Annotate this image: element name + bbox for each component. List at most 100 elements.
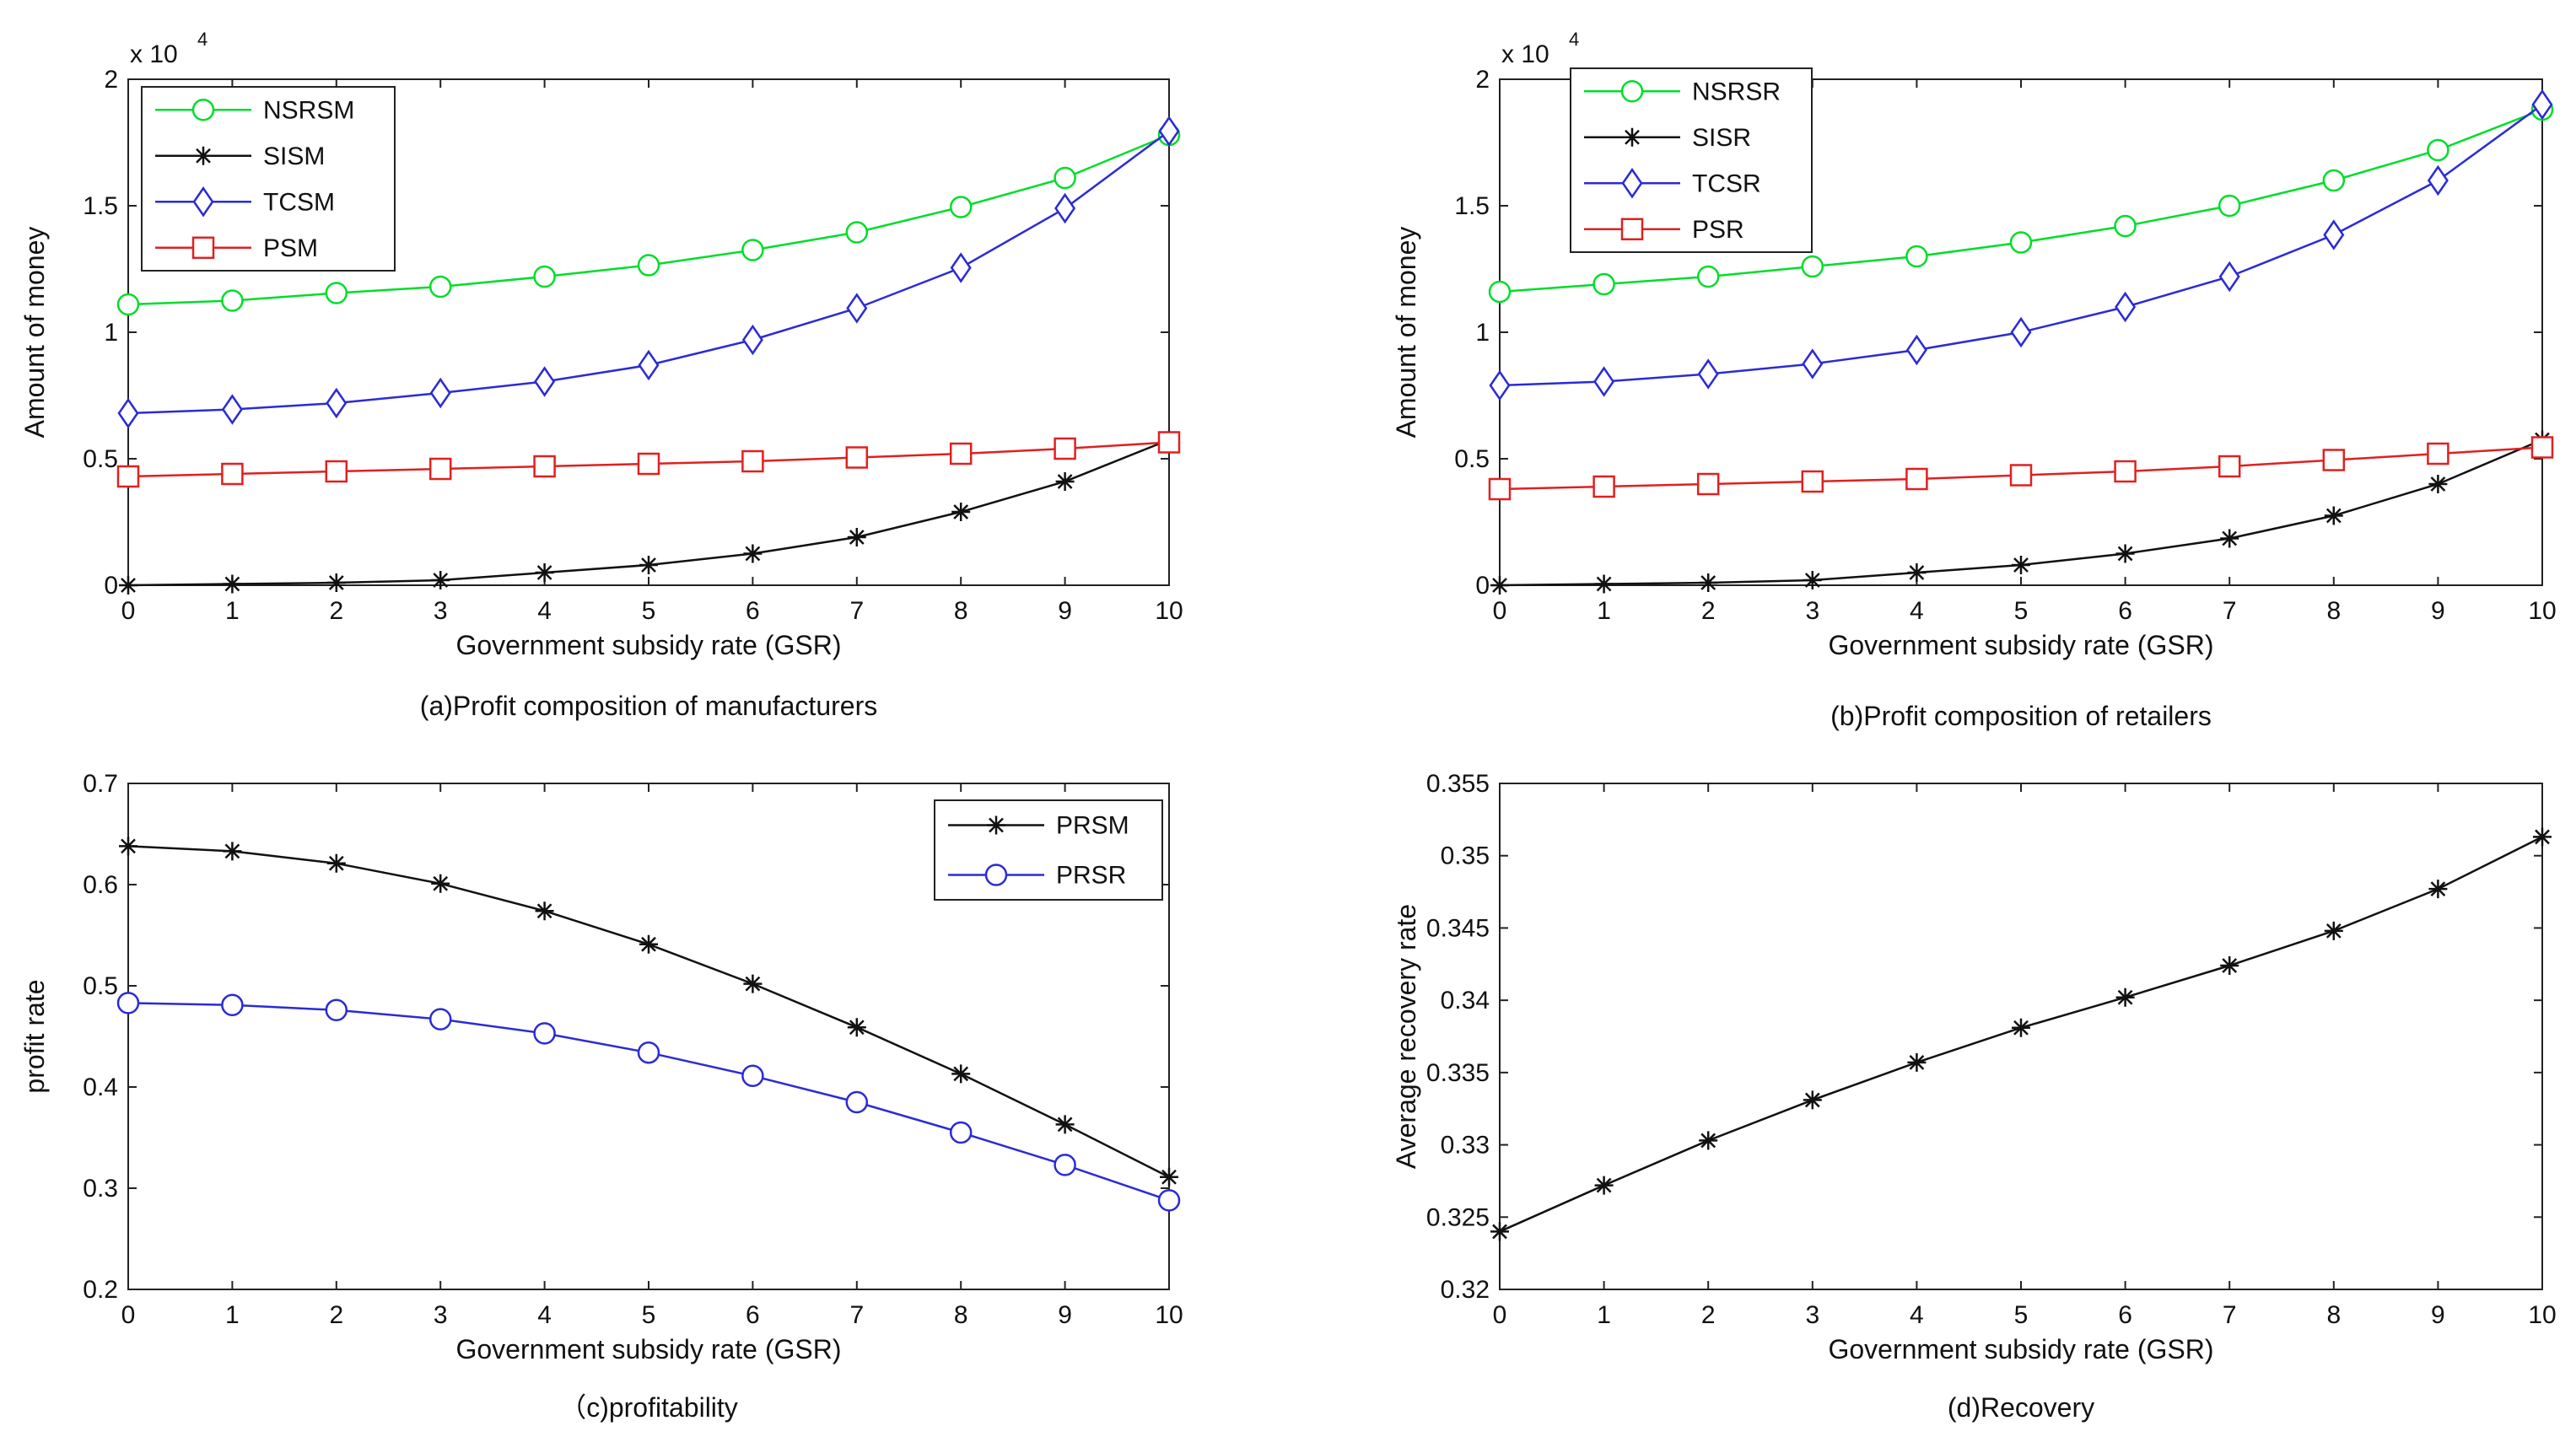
x-tick-label: 8 bbox=[954, 1301, 968, 1329]
legend-label: PSR bbox=[1692, 216, 1744, 244]
data-point bbox=[638, 349, 660, 381]
data-point bbox=[1594, 574, 1614, 594]
data-point bbox=[2324, 506, 2343, 525]
series-prsr bbox=[116, 992, 1181, 1212]
x-tick-label: 10 bbox=[2528, 597, 2556, 625]
data-point bbox=[2115, 988, 2135, 1007]
data-point bbox=[741, 449, 764, 473]
data-point bbox=[845, 1090, 869, 1114]
legend-marker bbox=[191, 99, 215, 121]
data-point bbox=[1592, 272, 1615, 296]
x-tick-label: 10 bbox=[1155, 1301, 1183, 1329]
data-point bbox=[325, 998, 348, 1022]
data-point bbox=[1801, 470, 1824, 493]
legend-marker bbox=[194, 146, 213, 165]
x-axis-label: Government subsidy rate (GSR) bbox=[455, 630, 841, 660]
x-tick-label: 9 bbox=[1058, 597, 1072, 625]
y-exponent-label: x 10 bbox=[130, 40, 178, 68]
x-tick-label: 6 bbox=[746, 597, 760, 625]
x-tick-label: 4 bbox=[1910, 597, 1924, 625]
x-tick-label: 7 bbox=[2223, 597, 2237, 625]
data-point bbox=[1905, 245, 1928, 268]
data-point bbox=[2012, 556, 2030, 574]
data-point bbox=[637, 1041, 660, 1064]
legend: NSRSR SISR TCSR PSR bbox=[1570, 67, 1813, 253]
legend-marker bbox=[987, 815, 1005, 835]
legend: NSRSM SISM TCSM PSM bbox=[141, 86, 396, 272]
x-tick-label: 10 bbox=[2528, 1301, 2556, 1329]
data-point bbox=[119, 837, 137, 856]
data-point bbox=[637, 452, 660, 476]
data-point bbox=[1158, 116, 1180, 147]
data-point bbox=[1054, 1154, 1076, 1176]
data-point bbox=[1592, 475, 1615, 498]
data-point bbox=[846, 293, 868, 324]
legend-label: TCSR bbox=[1692, 170, 1761, 197]
data-point bbox=[2427, 164, 2449, 196]
data-point bbox=[325, 460, 348, 483]
y-tick-label: 0.335 bbox=[1426, 1059, 1490, 1087]
data-point bbox=[1803, 571, 1822, 589]
series-prsm bbox=[119, 837, 1178, 1187]
legend-label: NSRSM bbox=[263, 96, 354, 124]
legend-label: TCSM bbox=[263, 188, 335, 216]
x-tick-label: 1 bbox=[225, 597, 240, 625]
legend-marker bbox=[984, 864, 1008, 886]
data-point bbox=[741, 324, 763, 356]
legend-box bbox=[1570, 67, 1813, 253]
x-tick-label: 5 bbox=[642, 597, 656, 625]
data-point bbox=[639, 556, 658, 574]
data-point bbox=[325, 282, 348, 304]
data-point bbox=[949, 1121, 973, 1144]
panel-a: 0 1 2 3 4 5 6 7 8 9 10 0 0.5 1 1.5 2 x 10 4 Government sub… bbox=[19, 29, 1183, 721]
data-point bbox=[326, 573, 346, 592]
legend-label: NSRSR bbox=[1692, 78, 1781, 105]
data-point bbox=[223, 842, 242, 861]
x-tick-label: 9 bbox=[1058, 1301, 1072, 1329]
y-tick-label: 0.3 bbox=[83, 1175, 118, 1203]
data-point bbox=[428, 1008, 452, 1031]
data-point bbox=[637, 254, 660, 277]
x-tick-label: 0 bbox=[121, 597, 136, 625]
y-tick-label: 1 bbox=[104, 319, 118, 347]
data-point bbox=[2428, 475, 2448, 493]
data-point bbox=[741, 1064, 764, 1088]
data-point bbox=[534, 366, 556, 397]
y-axis-label: profit rate bbox=[19, 979, 50, 1093]
data-point bbox=[1697, 358, 1719, 390]
data-point bbox=[428, 457, 452, 481]
y-tick-label: 0.5 bbox=[1454, 445, 1490, 473]
series-tcsr bbox=[1489, 89, 2553, 401]
data-point bbox=[1055, 472, 1075, 491]
data-point bbox=[431, 874, 450, 893]
panel-caption: (d)Recovery bbox=[1948, 1392, 2094, 1423]
data-point bbox=[845, 446, 869, 469]
data-point bbox=[741, 239, 764, 261]
y-tick-label: 0.32 bbox=[1441, 1276, 1490, 1304]
data-point bbox=[1699, 573, 1718, 592]
data-point bbox=[951, 1064, 971, 1084]
data-point bbox=[1593, 366, 1615, 397]
data-point bbox=[429, 377, 451, 409]
data-point bbox=[1160, 1167, 1178, 1187]
y-tick-label: 0.345 bbox=[1426, 914, 1490, 942]
data-point bbox=[2012, 1018, 2030, 1037]
legend-label: PSM bbox=[263, 234, 318, 262]
y-tick-label: 0.34 bbox=[1441, 987, 1490, 1014]
data-point bbox=[2009, 464, 2033, 487]
x-tick-label: 1 bbox=[1597, 1301, 1611, 1329]
data-point bbox=[1905, 334, 1927, 366]
data-point bbox=[2218, 194, 2241, 218]
data-point bbox=[2114, 214, 2137, 238]
x-tick-label: 4 bbox=[537, 597, 552, 625]
x-tick-label: 3 bbox=[1805, 597, 1819, 625]
x-tick-label: 3 bbox=[1805, 1301, 1819, 1329]
y-tick-label: 0.35 bbox=[1441, 842, 1490, 870]
legend-box bbox=[934, 799, 1163, 901]
legend-marker bbox=[1623, 127, 1641, 147]
data-point bbox=[1157, 1189, 1181, 1212]
y-tick-label: 0.5 bbox=[83, 972, 118, 1000]
data-point bbox=[2010, 316, 2032, 348]
data-point bbox=[639, 934, 658, 954]
